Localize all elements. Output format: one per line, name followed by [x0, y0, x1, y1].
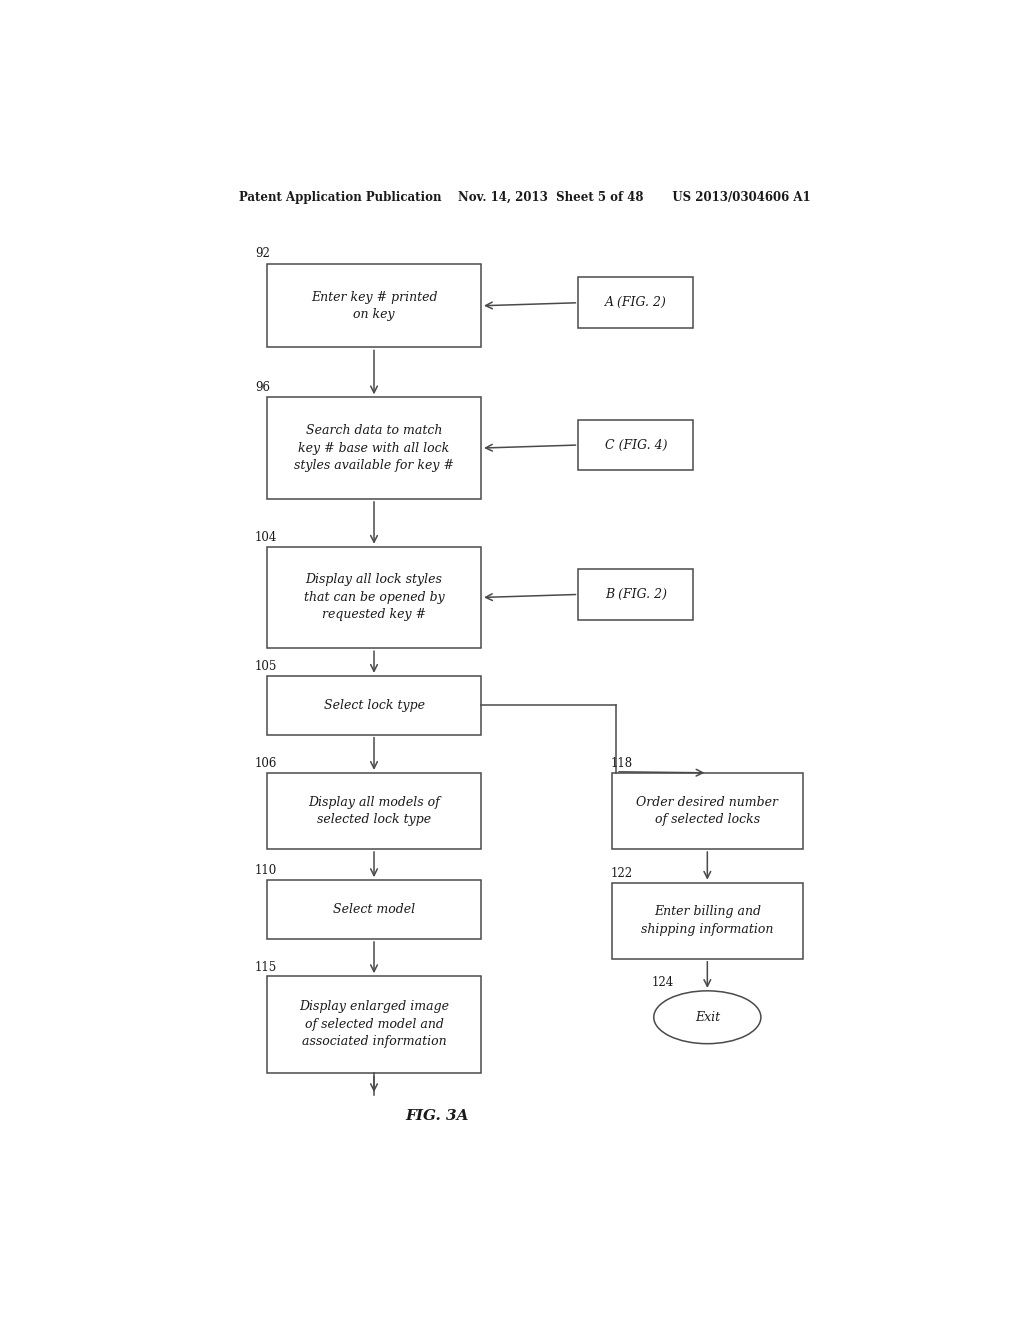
FancyBboxPatch shape	[612, 772, 803, 849]
Text: 115: 115	[255, 961, 278, 974]
FancyBboxPatch shape	[267, 264, 481, 347]
Text: 110: 110	[255, 865, 278, 876]
Text: Display all lock styles
that can be opened by
requested key #: Display all lock styles that can be open…	[304, 573, 444, 622]
FancyBboxPatch shape	[267, 975, 481, 1073]
Text: 96: 96	[255, 381, 270, 395]
Text: Enter billing and
shipping information: Enter billing and shipping information	[641, 906, 773, 936]
FancyBboxPatch shape	[267, 772, 481, 849]
Text: 124: 124	[652, 975, 674, 989]
FancyBboxPatch shape	[579, 277, 693, 329]
FancyBboxPatch shape	[267, 546, 481, 648]
Text: Display enlarged image
of selected model and
associated information: Display enlarged image of selected model…	[299, 1001, 449, 1048]
Text: B (FIG. 2): B (FIG. 2)	[605, 587, 667, 601]
Text: Order desired number
of selected locks: Order desired number of selected locks	[636, 796, 778, 826]
Text: Display all models of
selected lock type: Display all models of selected lock type	[308, 796, 440, 826]
FancyBboxPatch shape	[579, 420, 693, 470]
Text: 104: 104	[255, 531, 278, 544]
Text: 105: 105	[255, 660, 278, 673]
Text: Exit: Exit	[694, 1011, 720, 1024]
Text: 106: 106	[255, 758, 278, 771]
Text: 118: 118	[610, 758, 633, 771]
Ellipse shape	[653, 991, 761, 1044]
Text: 122: 122	[610, 867, 633, 880]
Text: FIG. 3A: FIG. 3A	[406, 1109, 469, 1123]
Text: Search data to match
key # base with all lock
styles available for key #: Search data to match key # base with all…	[294, 424, 454, 473]
FancyBboxPatch shape	[267, 880, 481, 939]
Text: C (FIG. 4): C (FIG. 4)	[604, 438, 668, 451]
Text: 92: 92	[255, 247, 270, 260]
FancyBboxPatch shape	[579, 569, 693, 620]
FancyBboxPatch shape	[612, 883, 803, 958]
FancyBboxPatch shape	[267, 397, 481, 499]
Text: Patent Application Publication    Nov. 14, 2013  Sheet 5 of 48       US 2013/030: Patent Application Publication Nov. 14, …	[239, 190, 811, 203]
Text: A (FIG. 2): A (FIG. 2)	[605, 296, 667, 309]
Text: Enter key # printed
on key: Enter key # printed on key	[310, 290, 437, 321]
Text: Select lock type: Select lock type	[324, 698, 425, 711]
Text: Select model: Select model	[333, 903, 415, 916]
FancyBboxPatch shape	[267, 676, 481, 735]
